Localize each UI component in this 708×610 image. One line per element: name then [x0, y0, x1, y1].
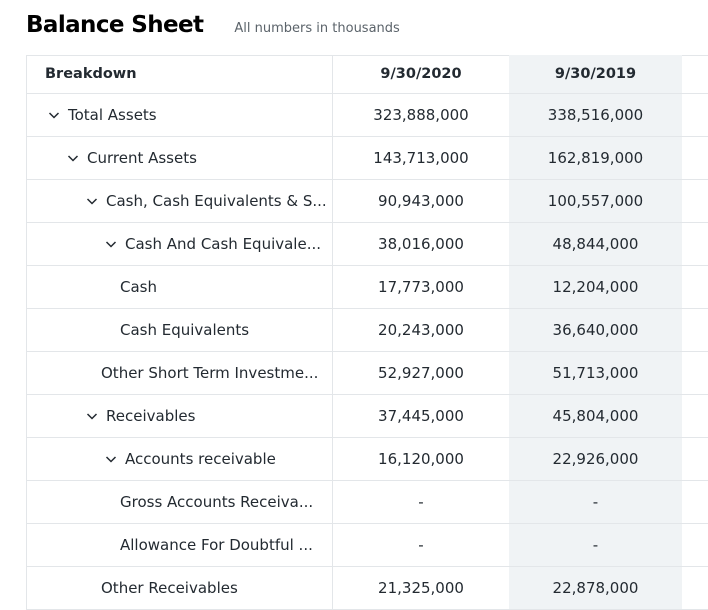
value-2020: 17,773,000 — [378, 278, 464, 296]
chevron-down-icon[interactable] — [105, 453, 117, 465]
table-row-other-short-term-investments: Other Short Term Investme... 52,927,000 … — [26, 352, 708, 395]
row-label-cell: Cash, Cash Equivalents & S... — [26, 180, 333, 222]
row-label-cell: Other Receivables — [26, 567, 333, 609]
row-label: Accounts receivable — [125, 450, 276, 468]
units-note: All numbers in thousands — [234, 21, 400, 36]
value-2019: 12,204,000 — [509, 266, 682, 308]
table-row-receivables: Receivables 37,445,000 45,804,000 — [26, 395, 708, 438]
table-row-other-receivables: Other Receivables 21,325,000 22,878,000 — [26, 567, 708, 610]
value-2019: 22,878,000 — [509, 567, 682, 609]
balance-sheet-table: Breakdown 9/30/2020 9/30/2019 Total Asse… — [26, 55, 708, 610]
value-2019: 48,844,000 — [509, 223, 682, 265]
row-label: Receivables — [106, 407, 196, 425]
table-row-allowance-doubtful: Allowance For Doubtful ... - - — [26, 524, 708, 567]
value-2020: 16,120,000 — [378, 450, 464, 468]
value-2020: 52,927,000 — [378, 364, 464, 382]
row-label-cell: Current Assets — [26, 137, 333, 179]
value-2019: 338,516,000 — [509, 94, 682, 136]
row-label-cell: Receivables — [26, 395, 333, 437]
column-header-2020: 9/30/2020 — [380, 66, 462, 82]
table-row-current-assets: Current Assets 143,713,000 162,819,000 — [26, 137, 708, 180]
row-label-cell: Gross Accounts Receiva... — [26, 481, 333, 523]
value-2019: - — [509, 481, 682, 523]
value-2019: - — [509, 524, 682, 566]
value-2019: 51,713,000 — [509, 352, 682, 394]
value-2019: 36,640,000 — [509, 309, 682, 351]
row-label: Other Short Term Investme... — [101, 364, 319, 382]
chevron-down-icon[interactable] — [105, 238, 117, 250]
value-2019: 45,804,000 — [509, 395, 682, 437]
page-title: Balance Sheet — [26, 12, 204, 38]
row-label: Current Assets — [87, 149, 197, 167]
row-label-cell: Cash — [26, 266, 333, 308]
table-top-border — [26, 55, 708, 56]
value-2019: 22,926,000 — [509, 438, 682, 480]
value-2020: 20,243,000 — [378, 321, 464, 339]
row-label: Cash, Cash Equivalents & S... — [106, 192, 327, 210]
table-row-accounts-receivable: Accounts receivable 16,120,000 22,926,00… — [26, 438, 708, 481]
table-row-total-assets: Total Assets 323,888,000 338,516,000 — [26, 94, 708, 137]
table-row-cash-and-cash-equivalents: Cash And Cash Equivale... 38,016,000 48,… — [26, 223, 708, 266]
row-label: Other Receivables — [101, 579, 238, 597]
value-2020: 21,325,000 — [378, 579, 464, 597]
row-label: Allowance For Doubtful ... — [120, 536, 313, 554]
table-row-cash: Cash 17,773,000 12,204,000 — [26, 266, 708, 309]
row-label-cell: Cash And Cash Equivale... — [26, 223, 333, 265]
row-label: Cash Equivalents — [120, 321, 250, 339]
row-label-cell: Total Assets — [26, 94, 333, 136]
chevron-down-icon[interactable] — [86, 195, 98, 207]
value-2020: 323,888,000 — [373, 106, 469, 124]
row-label-cell: Other Short Term Investme... — [26, 352, 333, 394]
value-2020: - — [418, 493, 424, 511]
row-label-cell: Cash Equivalents — [26, 309, 333, 351]
row-label: Cash — [120, 278, 157, 296]
chevron-down-icon[interactable] — [86, 410, 98, 422]
row-label: Cash And Cash Equivale... — [125, 235, 322, 253]
table-row-cash-equivalents: Cash Equivalents 20,243,000 36,640,000 — [26, 309, 708, 352]
value-2020: 143,713,000 — [373, 149, 469, 167]
row-label-cell: Allowance For Doubtful ... — [26, 524, 333, 566]
value-2020: 90,943,000 — [378, 192, 464, 210]
value-2020: 38,016,000 — [378, 235, 464, 253]
value-2020: - — [418, 536, 424, 554]
value-2019: 162,819,000 — [509, 137, 682, 179]
table-header-row: Breakdown 9/30/2020 9/30/2019 — [26, 55, 708, 94]
row-label-cell: Accounts receivable — [26, 438, 333, 480]
table-left-border — [26, 55, 27, 610]
chevron-down-icon[interactable] — [48, 109, 60, 121]
table-row-gross-accounts-receivable: Gross Accounts Receiva... - - — [26, 481, 708, 524]
value-2019: 100,557,000 — [509, 180, 682, 222]
chevron-down-icon[interactable] — [67, 152, 79, 164]
page-header: Balance Sheet All numbers in thousands — [26, 12, 400, 46]
row-label: Gross Accounts Receiva... — [120, 493, 314, 511]
value-2020: 37,445,000 — [378, 407, 464, 425]
column-header-2019: 9/30/2019 — [509, 55, 682, 93]
row-label: Total Assets — [68, 106, 157, 124]
column-header-breakdown: Breakdown — [26, 55, 333, 93]
table-row-cash-equivalents-short-term: Cash, Cash Equivalents & S... 90,943,000… — [26, 180, 708, 223]
